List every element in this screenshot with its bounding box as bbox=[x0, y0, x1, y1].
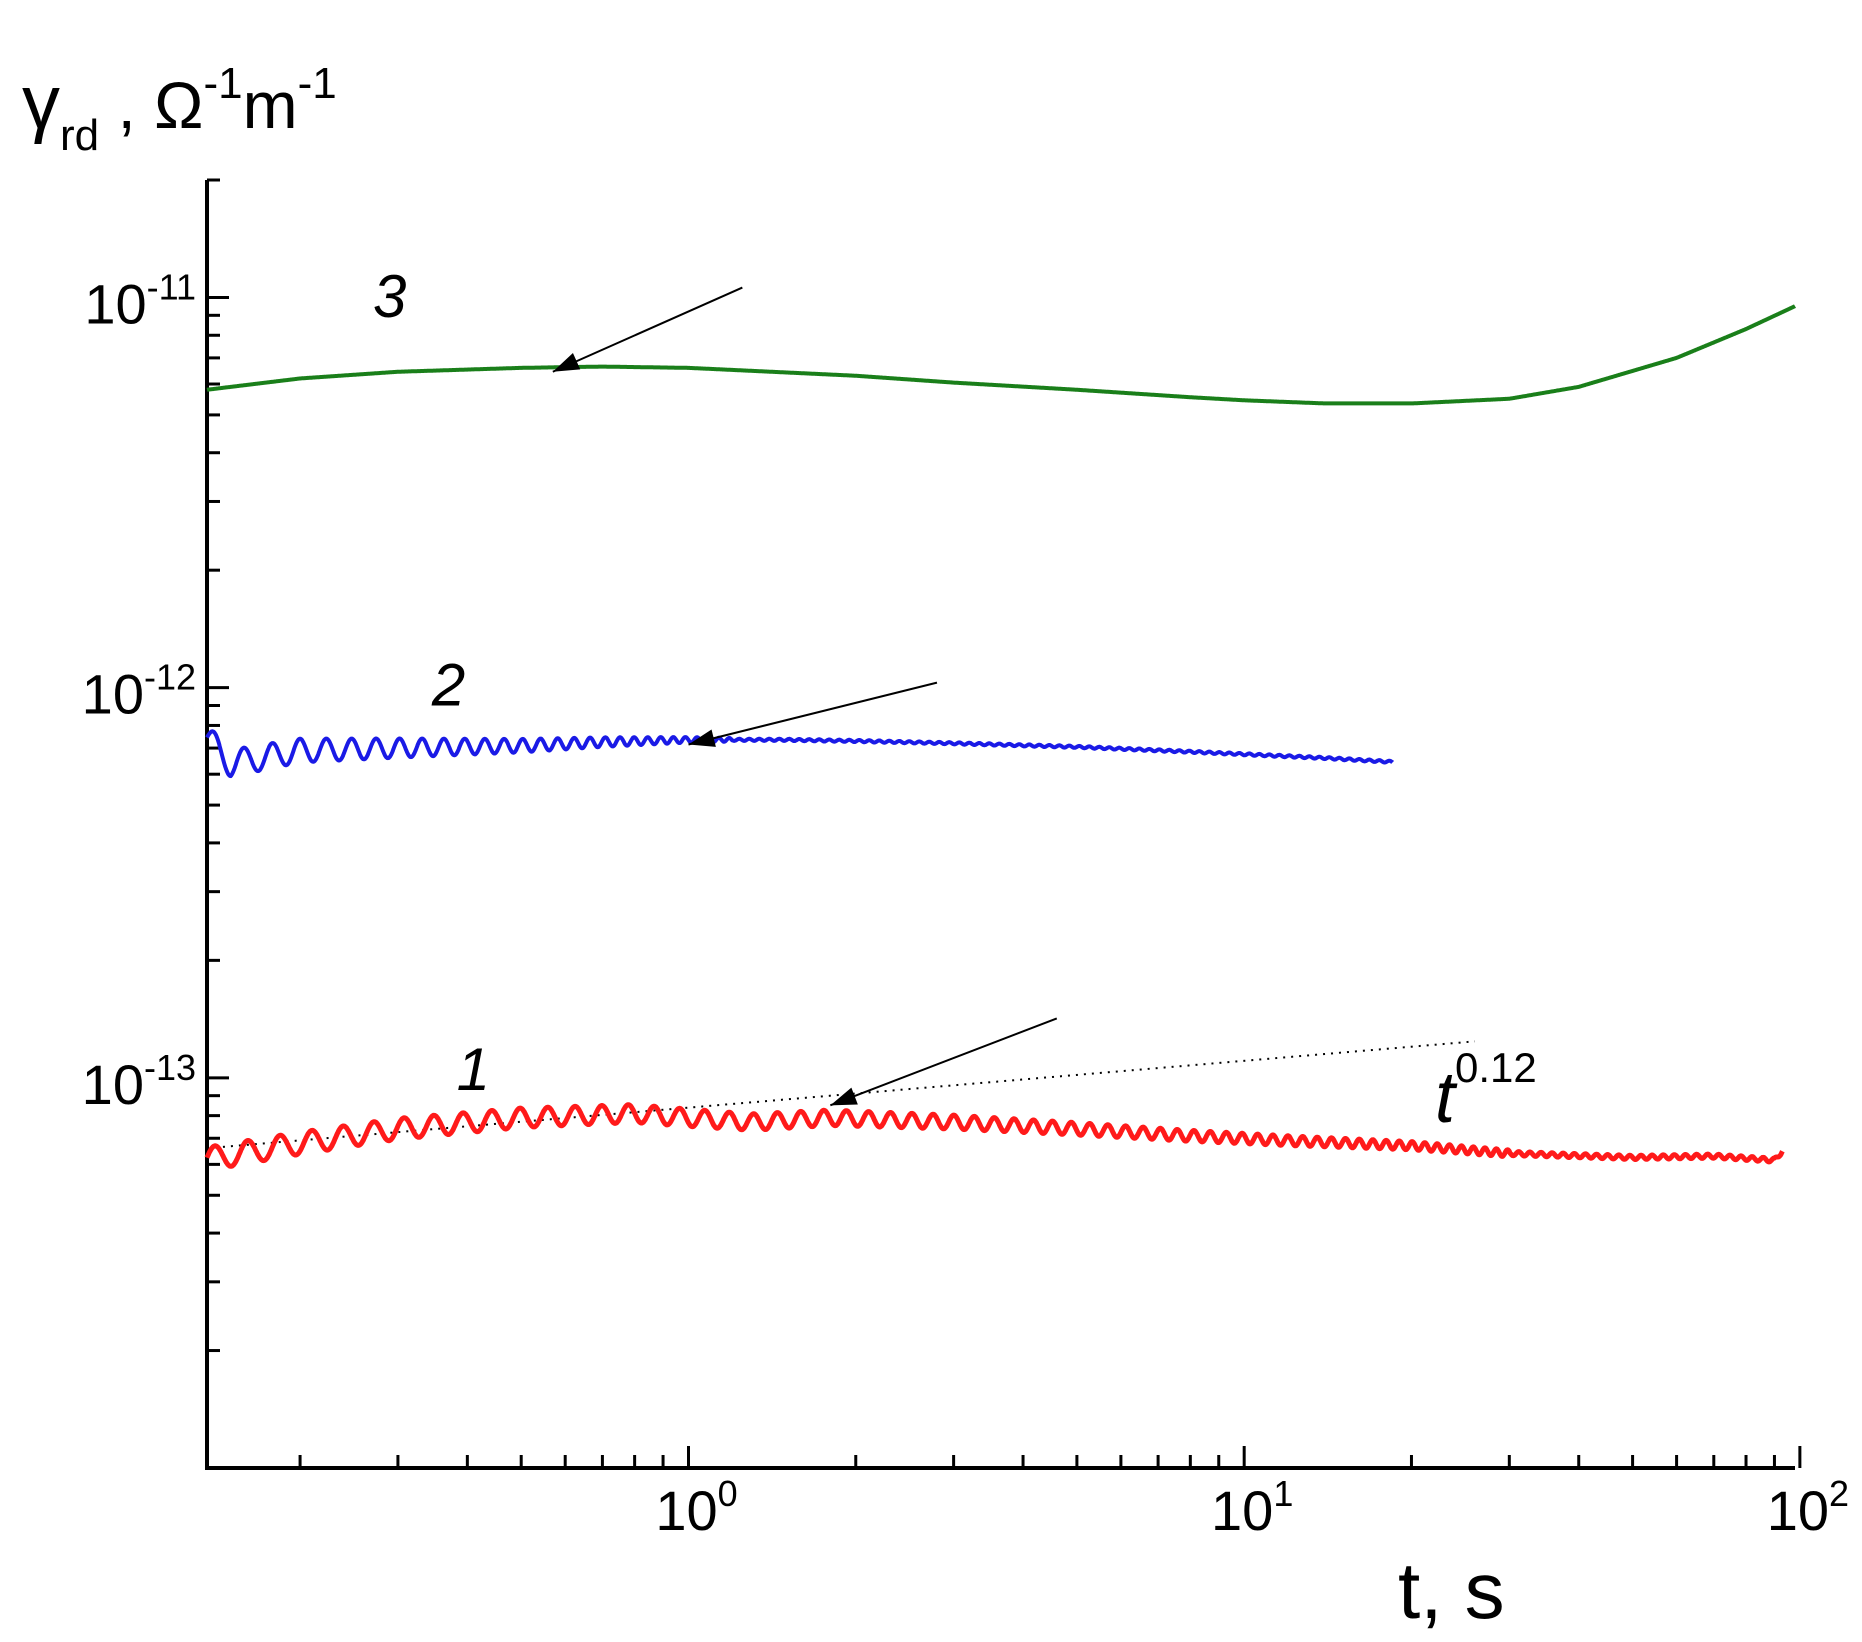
y-axis-separator: , bbox=[99, 68, 154, 142]
series-3-line bbox=[205, 304, 1797, 406]
y-axis-symbol: γ bbox=[22, 60, 60, 145]
fit-label: t0.12 bbox=[1435, 1044, 1537, 1138]
series-group bbox=[204, 304, 1797, 1169]
axes: 100 101 102 10-11 10-12 10-13 bbox=[82, 178, 1849, 1542]
arrow-curve-1-shaft bbox=[829, 1017, 1058, 1107]
curve-label-3: 3 bbox=[373, 263, 406, 330]
arrows-group bbox=[552, 286, 1058, 1107]
y-axis-unit-ohm: Ω bbox=[154, 68, 203, 142]
arrow-curve-2-head bbox=[688, 729, 716, 747]
svg-text:γrd , Ω-1m-1: γrd , Ω-1m-1 bbox=[22, 59, 337, 160]
y-tick-label: 10-11 bbox=[84, 266, 196, 335]
y-axis-unit-m: m bbox=[243, 68, 298, 142]
y-tick-label: 10-13 bbox=[82, 1047, 196, 1116]
x-tick-label: 102 bbox=[1767, 1473, 1849, 1542]
arrow-curve-3-head bbox=[552, 352, 581, 372]
y-tick-label: 10-12 bbox=[82, 657, 196, 726]
power-law-fit: t0.12 bbox=[206, 1040, 1537, 1150]
arrow-curve-1-head bbox=[830, 1087, 858, 1106]
y-axis-subscript: rd bbox=[60, 111, 99, 160]
x-axis-title: t, s bbox=[1398, 1546, 1505, 1635]
x-tick-label: 100 bbox=[655, 1473, 737, 1542]
arrow-curve-3-shaft bbox=[552, 286, 743, 373]
y-axis-title: γrd , Ω-1m-1 bbox=[22, 59, 337, 160]
y-axis-unit-ohm-exp: -1 bbox=[203, 59, 242, 108]
curve-labels-group: 3 2 1 bbox=[373, 263, 490, 1103]
arrow-curve-2-shaft bbox=[688, 681, 938, 746]
y-axis-unit-m-exp: -1 bbox=[298, 59, 337, 108]
curve-label-2: 2 bbox=[431, 651, 465, 718]
series-2-line bbox=[205, 729, 1395, 779]
series-1-line bbox=[204, 1102, 1785, 1169]
curve-label-1: 1 bbox=[457, 1036, 490, 1103]
x-tick-label: 101 bbox=[1211, 1473, 1293, 1542]
